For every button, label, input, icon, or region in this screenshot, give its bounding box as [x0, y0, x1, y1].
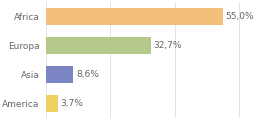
Text: 8,6%: 8,6%: [76, 70, 99, 79]
Text: 55,0%: 55,0%: [226, 12, 254, 21]
Bar: [46, 8, 223, 25]
Text: 3,7%: 3,7%: [60, 99, 83, 108]
Text: 32,7%: 32,7%: [154, 41, 182, 50]
Bar: [46, 66, 73, 83]
Bar: [46, 37, 151, 54]
Bar: [46, 95, 58, 112]
